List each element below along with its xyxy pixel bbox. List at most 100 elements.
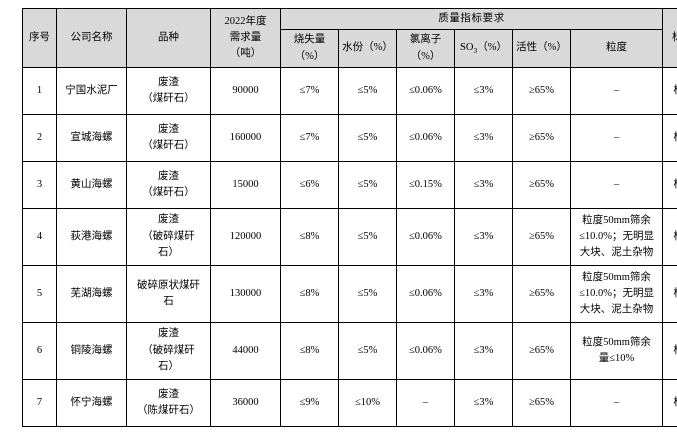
cell-grain-size-line2: ≤10.0%；无明显: [579, 287, 654, 299]
cell-company: 怀宁海螺: [56, 378, 127, 427]
header-loss-on-ignition: 烧失量 （%）: [280, 29, 339, 68]
header-lot: 标件: [662, 8, 677, 68]
cell-variety-line2: （煤矸石）: [142, 186, 195, 198]
table-header: 序号 公司名称 品种 2022年度 需求量 （吨） 质量指标要求 标件 烧失量 …: [22, 7, 677, 68]
cell-chloride-ion: ≤0.15%: [396, 160, 455, 209]
header-quality-group: 质量指标要求: [279, 7, 664, 31]
cell-demand: 160000: [210, 113, 281, 162]
cell-variety-line3: 石）: [158, 360, 179, 372]
cell-loss-on-ignition: ≤7%: [280, 66, 339, 115]
cell-water-content: ≤5%: [338, 321, 397, 380]
cell-variety: 废渣 （破碎煤矸 石）: [126, 207, 211, 266]
cell-lot: 标 5: [662, 264, 677, 323]
cell-chloride-ion: ≤0.06%: [396, 264, 455, 323]
cell-seq: 1: [22, 66, 57, 115]
table-body: 1宁国水泥厂废渣（煤矸石）90000≤7%≤5%≤0.06%≤3%≥65%–标 …: [22, 66, 677, 427]
cell-seq: 3: [22, 160, 57, 209]
cell-so3: ≤3%: [454, 264, 513, 323]
cell-activity: ≥65%: [512, 264, 571, 323]
header-grain-size: 粒度: [569, 29, 664, 68]
cell-company: 芜湖海螺: [56, 264, 127, 323]
cell-variety-line1: 废渣: [158, 123, 179, 135]
cell-seq: 5: [22, 264, 57, 323]
cell-variety-line2: （煤矸石）: [142, 92, 195, 104]
header-so3-prefix: SO: [460, 42, 474, 54]
cell-variety: 废渣 （煤矸石）: [126, 66, 211, 115]
cell-chloride-ion: –: [396, 378, 455, 427]
cell-seq: 7: [22, 378, 57, 427]
cell-lot: 标 3: [662, 160, 677, 209]
cell-so3: ≤3%: [454, 378, 513, 427]
cell-chloride-ion: ≤0.06%: [396, 66, 455, 115]
cell-water-content: ≤5%: [338, 66, 397, 115]
cell-loss-on-ignition: ≤9%: [280, 378, 339, 427]
header-row-top: 序号 公司名称 品种 2022年度 需求量 （吨） 质量指标要求 标件: [22, 7, 677, 68]
cell-variety-line1: 废渣: [158, 214, 179, 226]
cell-grain-size: –: [569, 66, 664, 115]
cell-variety-line1: 废渣: [158, 76, 179, 88]
cell-seq: 2: [22, 113, 57, 162]
cell-seq: 6: [22, 321, 57, 380]
cell-variety-line1: 废渣: [158, 170, 179, 182]
header-demand: 2022年度 需求量 （吨）: [210, 8, 281, 68]
cell-seq: 4: [22, 207, 57, 266]
cell-activity: ≥65%: [512, 113, 571, 162]
header-loss-line1: 烧失量: [293, 34, 326, 46]
header-seq: 序号: [22, 8, 57, 68]
cell-grain-size: –: [569, 113, 664, 162]
header-loss-line2: （%）: [294, 50, 325, 62]
cell-variety-line2: （煤矸石）: [142, 139, 195, 151]
cell-so3: ≤3%: [454, 160, 513, 209]
header-chloride-ion: 氯离子 （%）: [396, 29, 455, 68]
cell-variety-line2: （陈煤矸石）: [137, 404, 200, 416]
header-water-content: 水份（%）: [338, 29, 397, 68]
cell-demand: 120000: [210, 207, 281, 266]
cell-company: 荻港海螺: [56, 207, 127, 266]
header-demand-line1: 2022年度: [224, 15, 267, 27]
cell-so3: ≤3%: [454, 113, 513, 162]
cell-chloride-ion: ≤0.06%: [396, 207, 455, 266]
cell-loss-on-ignition: ≤7%: [280, 113, 339, 162]
cell-grain-size: 粒度50mm筛余 ≤10.0%；无明显 大块、泥土杂物: [569, 264, 664, 323]
cell-company: 铜陵海螺: [56, 321, 127, 380]
cell-variety: 废渣 （陈煤矸石）: [126, 378, 211, 427]
cell-chloride-ion: ≤0.06%: [396, 321, 455, 380]
cell-variety: 废渣 （煤矸石）: [126, 113, 211, 162]
cell-loss-on-ignition: ≤8%: [280, 321, 339, 380]
cell-lot: 标 1: [662, 66, 677, 115]
cell-demand: 130000: [210, 264, 281, 323]
cell-lot: 标 4: [662, 207, 677, 266]
header-chloride-line2: （%）: [410, 50, 441, 62]
cell-lot: 标 7: [662, 378, 677, 427]
cell-activity: ≥65%: [512, 321, 571, 380]
cell-lot: 标 6: [662, 321, 677, 380]
cell-variety-line3: 石）: [158, 246, 179, 258]
cell-lot: 标 2: [662, 113, 677, 162]
cell-variety-line1: 废渣: [158, 388, 179, 400]
cell-variety: 废渣 （煤矸石）: [126, 160, 211, 209]
header-variety: 品种: [126, 8, 211, 68]
cell-variety-line1: 破碎原状煤矸: [137, 279, 200, 291]
header-activity: 活性（%）: [512, 29, 571, 68]
cell-activity: ≥65%: [512, 378, 571, 427]
header-chloride-line1: 氯离子: [409, 34, 442, 46]
cell-so3: ≤3%: [454, 66, 513, 115]
header-demand-line3: （吨）: [229, 48, 262, 60]
cell-variety-line2: 石: [163, 295, 174, 307]
cell-chloride-ion: ≤0.06%: [396, 113, 455, 162]
table-row: 5 芜湖海螺 破碎原状煤矸石 130000 ≤8% ≤5% ≤0.06% ≤3% ≥65% 粒度5…: [22, 264, 677, 323]
cell-variety: 废渣 （破碎煤矸 石）: [126, 321, 211, 380]
cell-loss-on-ignition: ≤8%: [280, 207, 339, 266]
header-so3-subscript: 3: [473, 46, 478, 56]
cell-demand: 15000: [210, 160, 281, 209]
cell-water-content: ≤5%: [338, 264, 397, 323]
cell-grain-size-line3: 大块、泥土杂物: [579, 246, 654, 258]
cell-variety-line2: （破碎煤矸: [142, 344, 195, 356]
cell-activity: ≥65%: [512, 160, 571, 209]
header-demand-line2: 需求量: [229, 31, 262, 43]
cell-activity: ≥65%: [512, 66, 571, 115]
